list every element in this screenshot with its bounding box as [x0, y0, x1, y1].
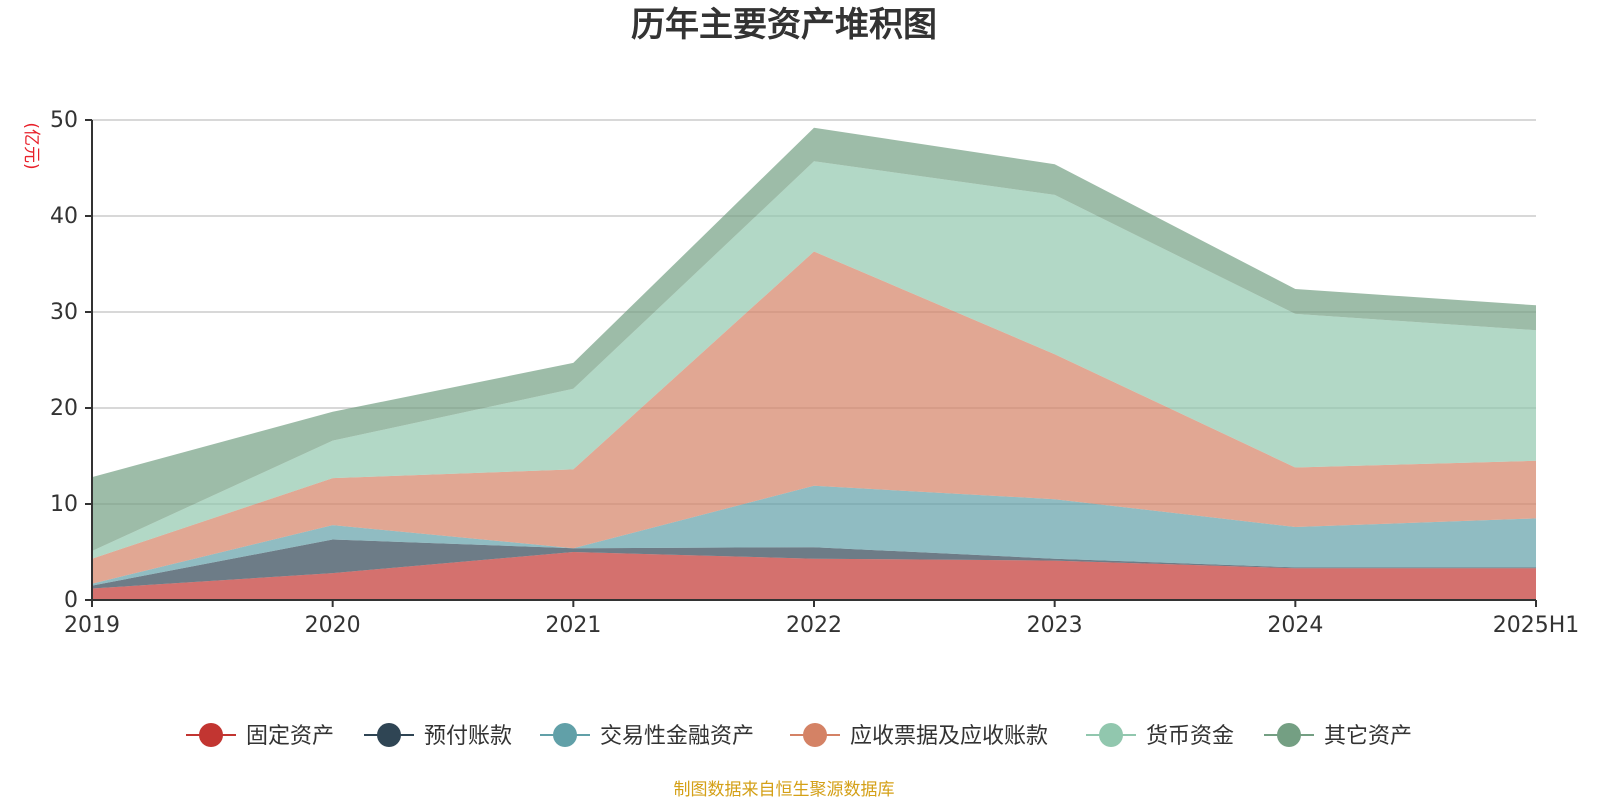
legend-item-3: 应收票据及应收账款 [790, 723, 1048, 749]
axes: 0 10 20 30 40 50 2019 2020 2021 2022 2023 2024 2025H… [50, 108, 1579, 638]
legend-item-0: 固定资产 [186, 723, 334, 749]
area-series-5 [92, 127, 1536, 551]
legend-item-1: 预付账款 [364, 723, 512, 749]
x-tick-label-5: 2024 [1267, 613, 1323, 638]
area-series-1 [92, 539, 1536, 589]
legend-marker-2 [553, 723, 577, 747]
y-tick-label-4: 40 [50, 204, 78, 229]
x-tick-label-0: 2019 [64, 613, 120, 638]
y-tick-label-5: 50 [50, 108, 78, 133]
source-note: 制图数据来自恒生聚源数据库 [674, 780, 895, 800]
legend-marker-3 [803, 723, 827, 747]
y-axis-unit: (亿元) [21, 122, 41, 169]
legend-label-5: 其它资产 [1324, 724, 1412, 749]
y-tick-label-1: 10 [50, 492, 78, 517]
area-series [92, 127, 1536, 600]
x-tick-label-2: 2021 [545, 613, 601, 638]
legend-item-4: 货币资金 [1086, 723, 1234, 749]
x-tick-label-6: 2025H1 [1493, 613, 1580, 638]
legend-label-2: 交易性金融资产 [600, 724, 754, 749]
area-series-0 [92, 552, 1536, 600]
y-tick-label-0: 0 [64, 588, 78, 613]
legend-marker-1 [377, 723, 401, 747]
x-tick-label-1: 2020 [305, 613, 361, 638]
chart-title: 历年主要资产堆积图 [631, 5, 937, 45]
legend-marker-5 [1277, 723, 1301, 747]
legend-label-1: 预付账款 [424, 724, 512, 749]
legend-item-5: 其它资产 [1264, 723, 1412, 749]
y-tick-label-2: 20 [50, 396, 78, 421]
legend-label-3: 应收票据及应收账款 [850, 724, 1048, 749]
legend-item-2: 交易性金融资产 [540, 723, 754, 749]
x-tick-label-4: 2023 [1027, 613, 1083, 638]
area-series-2 [92, 485, 1536, 586]
x-tick-label-3: 2022 [786, 613, 842, 638]
area-series-3 [92, 251, 1536, 584]
y-tick-label-3: 30 [50, 300, 78, 325]
legend-marker-4 [1099, 723, 1123, 747]
legend-label-4: 货币资金 [1146, 724, 1234, 749]
legend-marker-0 [199, 723, 223, 747]
legend-label-0: 固定资产 [246, 724, 334, 749]
area-series-4 [92, 161, 1536, 559]
legend: 固定资产 预付账款 交易性金融资产 应收票据及应收账款 货币资金 其它资产 [186, 723, 1412, 749]
